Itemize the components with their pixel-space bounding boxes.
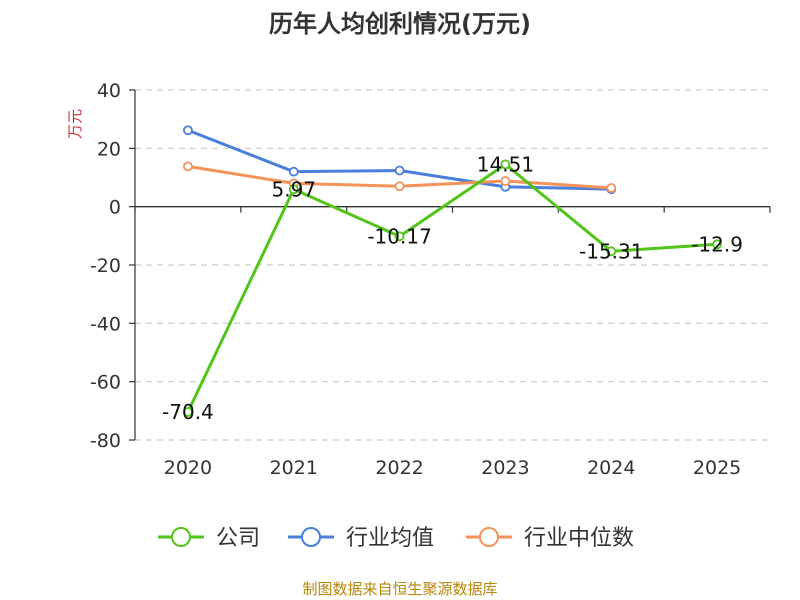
x-tick-label: 2025 [693, 457, 741, 479]
y-tick-label: -20 [90, 255, 121, 277]
series-2-point [500, 176, 511, 186]
data-label: -15.31 [579, 239, 643, 263]
y-tick-label: 40 [97, 80, 121, 102]
x-tick-label: 2023 [481, 457, 529, 479]
series-2-point [183, 161, 193, 172]
legend-item[interactable]: 行业均值 [288, 526, 434, 551]
x-tick-label: 2024 [587, 457, 635, 479]
y-axis-label: 万元 [66, 109, 84, 139]
x-tick-label: 2022 [375, 457, 423, 479]
series-0-point [606, 246, 617, 257]
data-label: -10.17 [367, 224, 431, 248]
series-1-point [183, 125, 193, 136]
legend-marker [171, 527, 191, 547]
axes: 40 20 0 -20 -40 -60 -80 2020 2021 2022 2023 2024 202… [90, 80, 771, 479]
y-tick-label: 0 [109, 197, 121, 219]
x-tick-label: 2020 [164, 457, 212, 479]
data-label: -12.9 [691, 232, 743, 256]
y-tick-label: -60 [90, 372, 121, 394]
legend-item[interactable]: 行业中位数 [466, 526, 634, 551]
series-0-point [712, 239, 722, 250]
legend-marker [301, 527, 321, 547]
series-0-point [394, 231, 405, 242]
y-tick-label: -40 [90, 313, 121, 335]
legend-marker [479, 527, 499, 547]
series-layer [183, 125, 722, 417]
legend-label: 公司 [216, 526, 260, 551]
series-1-point [394, 165, 405, 176]
series-1-line [187, 128, 612, 191]
series-0-line [186, 162, 718, 413]
source-note: 制图数据来自恒生聚源数据库 [302, 580, 497, 598]
x-tick-label: 2021 [270, 457, 318, 479]
y-tick-label: 20 [97, 138, 121, 160]
data-label: -70.4 [162, 400, 214, 424]
chart-title: 历年人均创利情况(万元) [269, 10, 531, 38]
series-1-point [288, 166, 299, 177]
legend-label: 行业中位数 [524, 526, 634, 551]
legend-item[interactable]: 公司 [158, 526, 260, 551]
series-0-point [183, 407, 193, 417]
series-0-point [288, 184, 299, 195]
series-2-point [606, 183, 617, 193]
y-tick-label: -80 [90, 430, 121, 452]
series-0-point [500, 159, 511, 170]
legend[interactable]: 公司 行业均值 行业中位数 [158, 526, 634, 551]
data-labels: -70.4 5.97 -10.17 14.51 -15.31 -12.9 [162, 152, 743, 424]
grid-lines [135, 89, 770, 441]
data-label: 14.51 [477, 152, 534, 176]
series-2-point [394, 181, 405, 192]
legend-label: 行业均值 [346, 526, 434, 551]
data-label: 5.97 [271, 177, 316, 201]
